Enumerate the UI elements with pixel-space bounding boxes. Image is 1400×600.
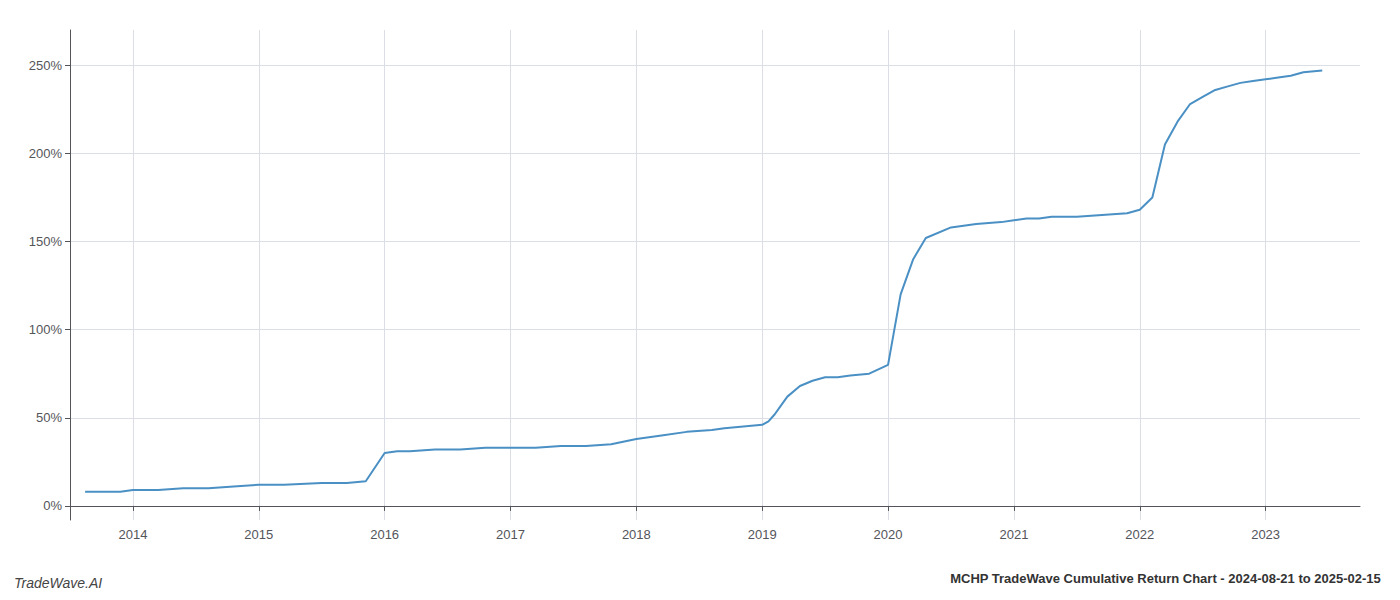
svg-text:250%: 250%: [29, 58, 63, 73]
svg-text:2019: 2019: [748, 527, 777, 542]
svg-text:2021: 2021: [999, 527, 1028, 542]
svg-text:2018: 2018: [622, 527, 651, 542]
svg-text:2020: 2020: [874, 527, 903, 542]
svg-text:2017: 2017: [496, 527, 525, 542]
svg-text:TradeWave.AI: TradeWave.AI: [14, 575, 102, 591]
svg-text:0%: 0%: [43, 498, 62, 513]
svg-text:2023: 2023: [1251, 527, 1280, 542]
svg-text:100%: 100%: [29, 322, 63, 337]
svg-text:2014: 2014: [118, 527, 147, 542]
svg-text:150%: 150%: [29, 234, 63, 249]
svg-text:2022: 2022: [1125, 527, 1154, 542]
svg-text:200%: 200%: [29, 146, 63, 161]
svg-text:50%: 50%: [36, 410, 62, 425]
svg-text:2016: 2016: [370, 527, 399, 542]
svg-text:MCHP TradeWave Cumulative Retu: MCHP TradeWave Cumulative Return Chart -…: [950, 571, 1381, 586]
svg-text:2015: 2015: [244, 527, 273, 542]
